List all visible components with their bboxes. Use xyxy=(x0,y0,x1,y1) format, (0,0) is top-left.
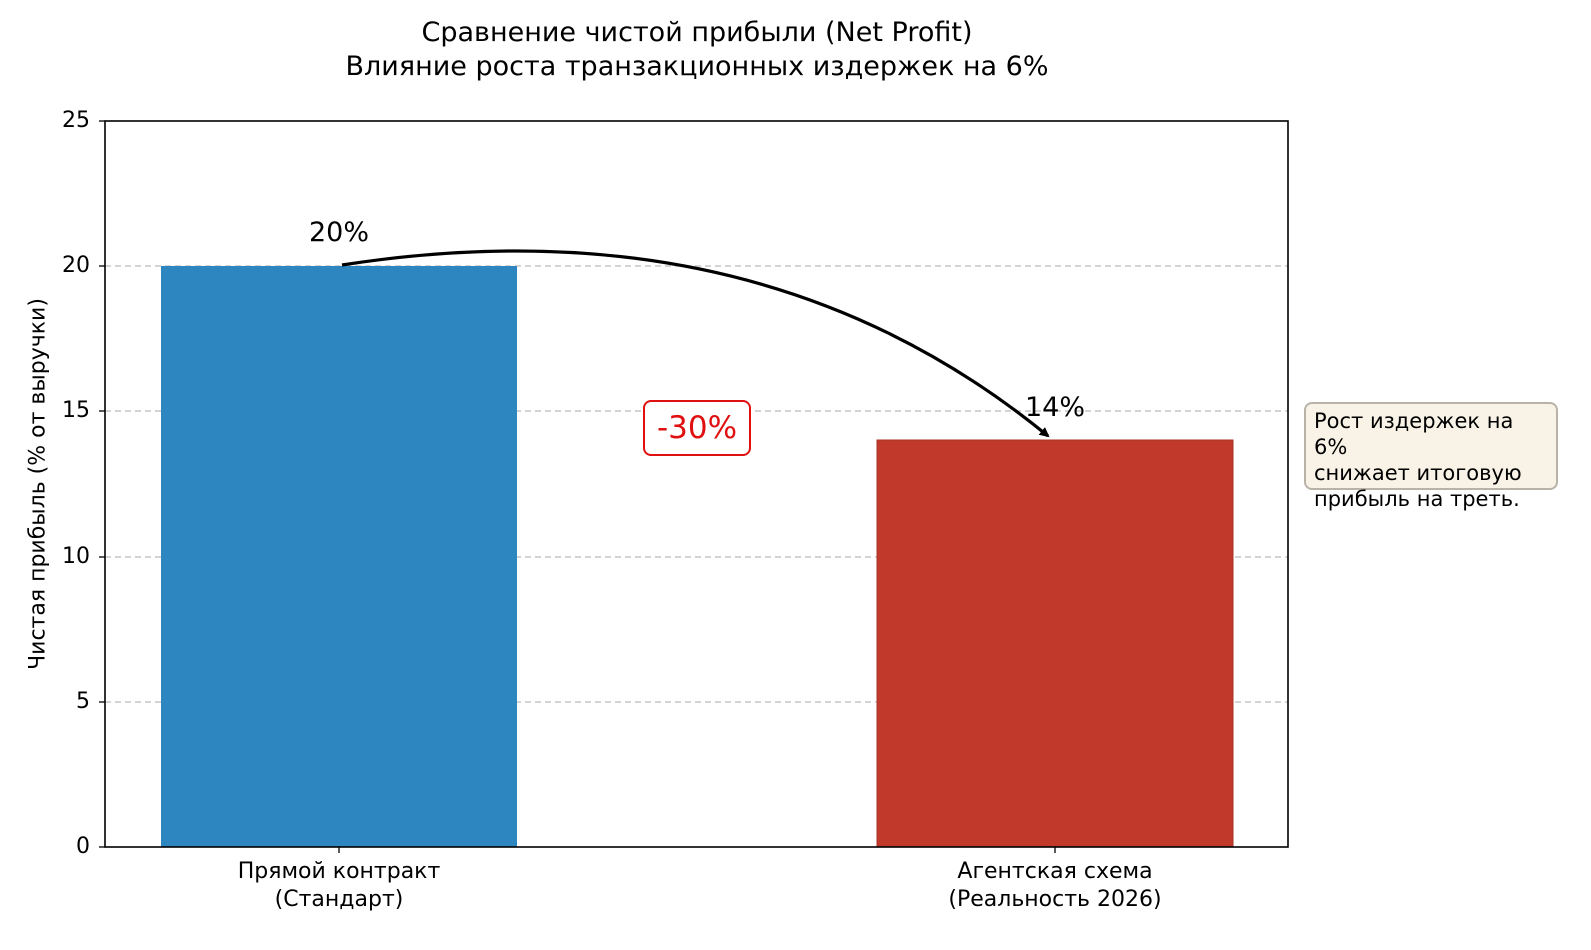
note-line2: снижает итоговую xyxy=(1314,461,1522,485)
ytick-15: 15 xyxy=(62,398,90,423)
data-label-bar2: 14% xyxy=(1024,392,1085,423)
ytick-5: 5 xyxy=(76,689,90,714)
ytick-25: 25 xyxy=(62,108,90,133)
chart-title: Сравнение чистой прибыли (Net Profit) xyxy=(421,17,973,48)
bar-direct-contract xyxy=(161,266,517,847)
y-axis-label: Чистая прибыль (% от выручки) xyxy=(25,298,51,670)
chart-subtitle: Влияние роста транзакционных издержек на… xyxy=(345,51,1049,82)
ytick-10: 10 xyxy=(62,544,90,569)
axes-frame xyxy=(104,120,1289,848)
xtick-line2: (Реальность 2026) xyxy=(948,887,1162,912)
note-line3: прибыль на треть. xyxy=(1314,487,1520,511)
xtick-direct-contract: Прямой контракт (Стандарт) xyxy=(169,858,509,914)
note-box: Рост издержек на 6% снижает итоговую при… xyxy=(1304,402,1558,511)
xtick-agency-scheme: Агентская схема (Реальность 2026) xyxy=(885,858,1225,914)
ytick-20: 20 xyxy=(62,253,90,278)
xtick-line2: (Стандарт) xyxy=(274,887,404,912)
note-line1: Рост издержек на 6% xyxy=(1314,409,1514,459)
change-badge: -30% xyxy=(643,400,751,456)
xtick-line1: Агентская схема xyxy=(957,859,1153,884)
curved-arrow-icon xyxy=(341,249,1050,438)
bar-agency-scheme xyxy=(876,439,1234,848)
xtick-line1: Прямой контракт xyxy=(237,859,441,884)
ytick-0: 0 xyxy=(76,834,90,859)
data-label-bar1: 20% xyxy=(308,217,369,248)
